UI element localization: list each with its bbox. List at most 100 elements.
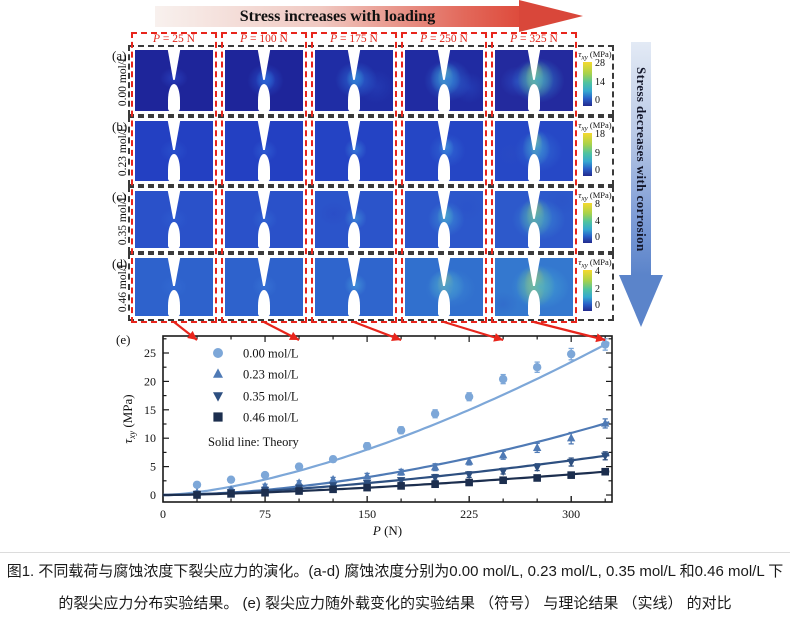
data-marker-triangle-up xyxy=(566,433,576,442)
load-column-box xyxy=(311,32,397,323)
data-marker-square xyxy=(261,488,269,497)
data-marker-circle xyxy=(498,374,508,384)
x-tick-label: 225 xyxy=(460,507,478,521)
row-concentration-text: 0.35 mol/L xyxy=(117,193,129,246)
connector-arrow xyxy=(353,320,402,342)
colorbar-tick-label: 9 xyxy=(595,147,600,159)
stress-loading-arrow-label: Stress increases with loading xyxy=(239,7,436,25)
stress-heatmap-cell xyxy=(225,121,303,181)
stress-heatmap-cell xyxy=(135,258,213,316)
data-marker-triangle-down xyxy=(213,392,223,402)
stress-heatmap-cell xyxy=(315,50,393,111)
data-marker-circle xyxy=(260,470,270,480)
colorbar-label: τxy (MPa) xyxy=(578,120,612,133)
data-marker-circle xyxy=(328,455,338,464)
crack-notch-bottom xyxy=(528,83,540,111)
data-marker-circle xyxy=(430,409,440,418)
connector-arrowhead-icon xyxy=(288,331,300,340)
y-tick-label: 25 xyxy=(144,346,156,360)
stress-heatmap-cell xyxy=(135,121,213,181)
load-column-box xyxy=(491,32,577,323)
stress-loading-arrow-body: Stress increases with loading xyxy=(155,6,520,27)
crack-notch-bottom xyxy=(438,154,450,181)
row-concentration-text: 0.23 mol/L xyxy=(117,125,129,177)
crack-notch-bottom xyxy=(348,154,360,181)
chart-series xyxy=(163,418,610,497)
data-marker-square xyxy=(227,490,235,498)
colorbar-gradient xyxy=(583,62,592,106)
connector-line xyxy=(533,320,606,342)
load-column-box xyxy=(401,32,487,323)
stress-chart-panel: (e) 0 75 150 225 300 0 5 10 15 20 25 P (N) τxy (MPa)… xyxy=(110,330,650,542)
crack-notch-bottom xyxy=(168,289,180,316)
row-concentration-label: 0.00 mol/L xyxy=(115,45,131,116)
stress-heatmap-cell xyxy=(315,258,393,316)
colorbar-tick-label: 0 xyxy=(595,95,600,106)
connector-arrow xyxy=(533,320,606,343)
data-marker-square xyxy=(465,478,473,487)
stress-heatmap-cell xyxy=(405,50,483,111)
crack-notch-bottom xyxy=(348,83,360,111)
row-concentration-label: 0.35 mol/L xyxy=(115,186,131,253)
crack-notch-bottom xyxy=(438,289,450,316)
load-column-header: P = 175 N xyxy=(330,33,378,45)
x-tick-label: 75 xyxy=(259,507,271,521)
chart-axes-box xyxy=(162,335,613,503)
figure-caption: 图1. 不同载荷与腐蚀浓度下裂尖应力的演化。(a-d) 腐蚀浓度分别为0.00 … xyxy=(0,552,790,624)
stress-heatmap-cell xyxy=(135,191,213,248)
legend-entry-label: 0.35 mol/L xyxy=(243,390,299,404)
stress-heatmap-cell xyxy=(225,191,303,248)
stress-corrosion-arrow-label: Stress decreases with corrosion xyxy=(634,66,649,252)
stress-heatmap-cell xyxy=(135,50,213,111)
data-marker-circle xyxy=(213,348,223,358)
colorbar-tick-label: 0 xyxy=(595,232,600,243)
colorbar-gradient xyxy=(583,203,592,243)
colorbar-tick-label: 8 xyxy=(595,199,600,210)
data-marker-triangle-up xyxy=(362,471,372,480)
load-column-header: P = 100 N xyxy=(240,33,288,45)
data-marker-circle xyxy=(600,340,610,349)
crack-notch-bottom xyxy=(258,289,270,316)
data-marker-circle xyxy=(396,426,406,435)
y-tick-label: 20 xyxy=(144,374,156,388)
load-column-box xyxy=(131,32,217,323)
chart-series xyxy=(162,338,610,497)
legend-theory-note: Solid line: Theory xyxy=(208,435,299,449)
heatmap-row-box xyxy=(128,45,614,116)
y-axis-label-tau: τ xyxy=(120,438,135,444)
data-marker-circle xyxy=(464,392,474,401)
load-column-box xyxy=(221,32,307,323)
data-marker-triangle-down xyxy=(430,474,440,483)
legend-entry-label: 0.23 mol/L xyxy=(243,368,299,382)
stress-heatmap-cell xyxy=(405,121,483,181)
y-tick-label: 10 xyxy=(144,431,156,445)
row-concentration-label: 0.46 mol/L xyxy=(115,253,131,321)
y-tick-label: 0 xyxy=(150,488,156,502)
data-marker-square xyxy=(213,412,223,422)
data-marker-triangle-up xyxy=(600,418,610,427)
data-marker-triangle-up xyxy=(532,443,542,452)
connector-line xyxy=(443,320,504,342)
colorbar-label: τxy (MPa) xyxy=(578,190,612,203)
connector-arrowhead-icon xyxy=(595,333,606,343)
crack-notch-bottom xyxy=(348,289,360,316)
crack-notch-bottom xyxy=(438,222,450,248)
crack-notch-bottom xyxy=(258,222,270,248)
load-column-header: P = 25 N xyxy=(153,33,195,45)
panel-label: (d) xyxy=(112,256,128,271)
x-axis-label-symbol: P xyxy=(372,523,381,538)
crack-notch-bottom xyxy=(258,154,270,181)
data-marker-square xyxy=(295,487,303,495)
connector-arrowhead-icon xyxy=(493,333,504,342)
data-marker-triangle-down xyxy=(532,464,542,472)
chart-legend: 0.00 mol/L 0.23 mol/L 0.35 mol/L 0.46 mol/L… xyxy=(208,347,299,450)
colorbar-label: τxy (MPa) xyxy=(578,49,612,62)
x-axis-label: P (N) xyxy=(372,523,402,538)
crack-notch-bottom xyxy=(438,83,450,111)
crack-notch-bottom xyxy=(168,83,180,111)
data-marker-triangle-up xyxy=(396,467,406,476)
data-marker-triangle-up xyxy=(498,450,508,459)
colorbar-tick-label: 4 xyxy=(595,266,600,277)
colorbar-tick-label: 14 xyxy=(595,77,605,88)
x-tick-label: 150 xyxy=(358,507,376,521)
